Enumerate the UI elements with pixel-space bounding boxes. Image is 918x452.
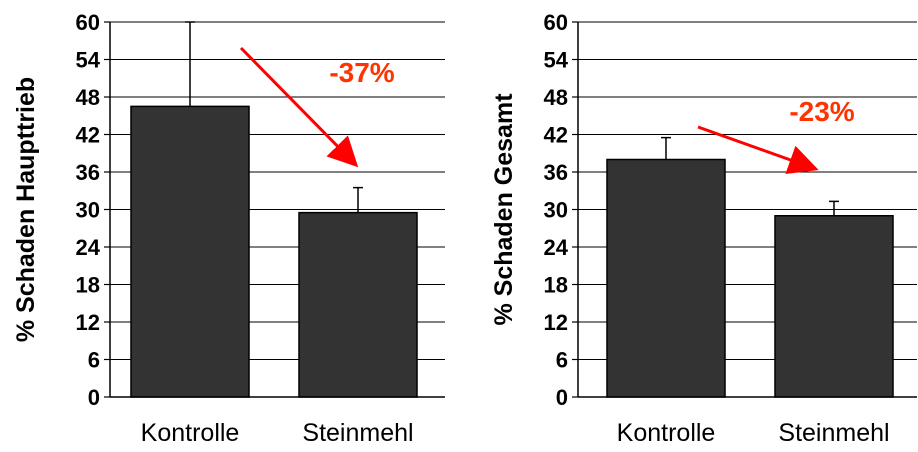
- chart-panel-1: 0 6 12 18 24 30 36 42 48 54 60 Kontrolle Steinmehl % …: [12, 10, 445, 447]
- y-tick-label: 12: [544, 310, 568, 335]
- y-tick-label: 48: [544, 85, 568, 110]
- y-tick-label: 42: [76, 123, 100, 148]
- y-tick-label: 48: [76, 85, 100, 110]
- y-tick-label: 0: [88, 385, 100, 410]
- reduction-annotation: -37%: [329, 57, 394, 88]
- bar-steinmehl: [298, 211, 418, 398]
- x-category-label: Steinmehl: [778, 419, 889, 447]
- y-tick-label: 30: [76, 198, 100, 223]
- reduction-arrow: [239, 46, 359, 168]
- x-category-label: Kontrolle: [141, 419, 240, 447]
- reduction-arrow: [697, 125, 819, 175]
- y-axis-label: % Schaden Haupttrieb: [12, 77, 40, 342]
- y-tick-label: 36: [544, 160, 568, 185]
- y-tick-label: 18: [76, 273, 100, 298]
- y-tick-label: 42: [544, 123, 568, 148]
- bar-kontrolle: [130, 105, 250, 398]
- y-tick-label: 54: [544, 48, 569, 73]
- y-tick-label: 6: [88, 348, 100, 373]
- chart-panel-2: 0 6 12 18 24 30 36 42 48 54 60 Kontrolle Steinmehl % …: [490, 10, 917, 447]
- y-tick-label: 30: [544, 198, 568, 223]
- y-tick-label: 24: [544, 235, 569, 260]
- y-tick-label: 6: [556, 348, 568, 373]
- bar-kontrolle: [606, 158, 726, 398]
- y-tick-label: 54: [76, 48, 101, 73]
- y-tick-label: 60: [544, 10, 568, 35]
- y-axis-label: % Schaden Gesamt: [490, 93, 518, 326]
- bar-steinmehl: [774, 215, 894, 398]
- y-tick-label: 18: [544, 273, 568, 298]
- x-category-label: Kontrolle: [617, 419, 716, 447]
- y-tick-label: 36: [76, 160, 100, 185]
- reduction-annotation: -23%: [789, 96, 854, 127]
- y-tick-label: 60: [76, 10, 100, 35]
- x-category-label: Steinmehl: [302, 419, 413, 447]
- y-tick-label: 12: [76, 310, 100, 335]
- y-tick-label: 24: [76, 235, 101, 260]
- y-tick-label: 0: [556, 385, 568, 410]
